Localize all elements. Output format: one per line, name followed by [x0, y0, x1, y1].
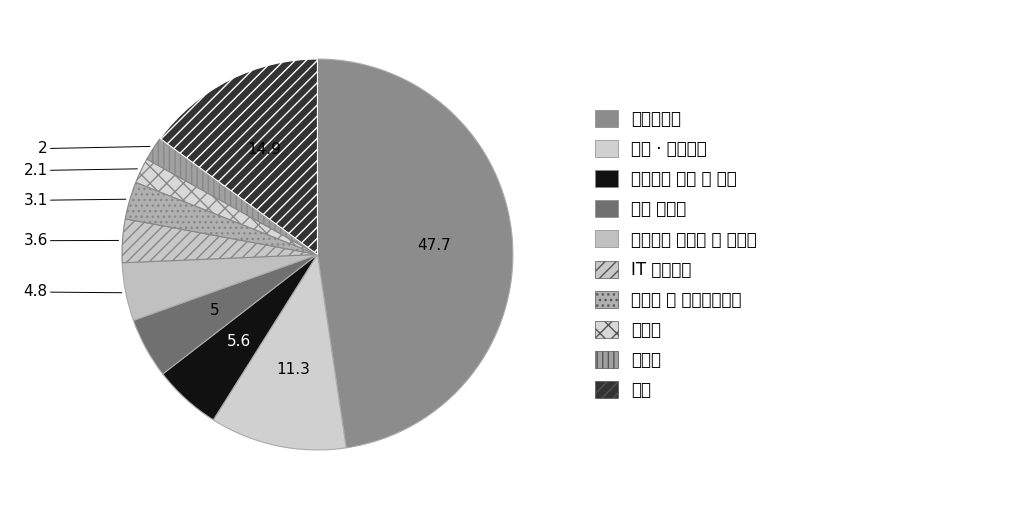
Wedge shape	[213, 254, 346, 450]
Text: 3.1: 3.1	[24, 193, 126, 208]
Text: 11.3: 11.3	[276, 362, 310, 377]
Wedge shape	[163, 254, 317, 420]
Wedge shape	[160, 59, 317, 255]
Text: 5.6: 5.6	[226, 334, 251, 349]
Wedge shape	[125, 182, 317, 254]
Text: 2.1: 2.1	[24, 163, 137, 178]
Wedge shape	[317, 59, 513, 448]
Wedge shape	[146, 138, 317, 254]
Text: 14.9: 14.9	[248, 143, 282, 157]
Text: 3.6: 3.6	[24, 233, 119, 248]
Wedge shape	[136, 159, 317, 254]
Wedge shape	[133, 254, 317, 374]
Text: 4.8: 4.8	[24, 285, 122, 299]
Wedge shape	[122, 219, 317, 263]
Text: 5: 5	[210, 303, 219, 318]
Legend: 소프트웨어, 약학 · 생명공학, 헬스케어 장비 및 용품, 상업 서비스, 헬스케어 서비스 및 시스템, IT 하드웨어, 소비재 및 레크리에이션, 미: 소프트웨어, 약학 · 생명공학, 헬스케어 장비 및 용품, 상업 서비스, …	[595, 109, 757, 400]
Text: 47.7: 47.7	[418, 238, 452, 253]
Wedge shape	[122, 254, 317, 320]
Text: 2: 2	[38, 141, 150, 156]
